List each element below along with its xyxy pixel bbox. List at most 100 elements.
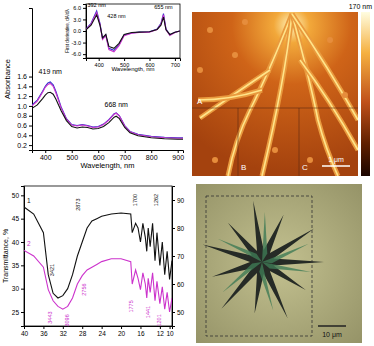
tick-mark xyxy=(150,58,151,61)
tick: 50 xyxy=(172,309,185,316)
y-axis-title: Transmittance, % xyxy=(2,229,9,283)
annotation: 3443 xyxy=(47,311,53,323)
afm-particle xyxy=(307,157,313,163)
tick-label: 28 xyxy=(79,330,87,337)
annotation: 2756 xyxy=(81,283,87,295)
axis-line xyxy=(33,151,184,154)
tick-mark xyxy=(83,8,86,9)
tick-label: 0.0 xyxy=(73,28,81,34)
tick: 0.8 xyxy=(17,112,32,119)
tick-mark xyxy=(21,219,24,220)
tick-label: 400 xyxy=(40,154,52,161)
annotation: 2873 xyxy=(75,199,81,211)
tick-label: 1.4 xyxy=(17,83,27,90)
series-line xyxy=(86,12,180,51)
tick-label: 25 xyxy=(12,309,20,316)
tick-mark xyxy=(43,326,44,329)
tick: 40 xyxy=(12,239,24,246)
tick: 45 xyxy=(12,215,24,222)
annotation: 655 nm xyxy=(154,4,173,10)
axis-line xyxy=(21,187,25,327)
chart: 400500600700-6.0-3.00.03.06.0Wavelength,… xyxy=(65,0,184,76)
tick-mark xyxy=(172,312,175,313)
tick-mark xyxy=(121,326,122,329)
afm-section-line xyxy=(238,108,239,176)
tick-label: 16 xyxy=(137,330,145,337)
tick-mark xyxy=(29,106,32,107)
crystal-facet xyxy=(262,262,311,272)
annotation: 1775 xyxy=(128,300,134,312)
tick: 36 xyxy=(40,326,48,337)
chart: 4036322824201612102530354045505060708090… xyxy=(2,186,185,337)
afm-particle xyxy=(342,92,348,98)
tick-label: 600 xyxy=(93,154,105,161)
afm-ridge-core xyxy=(300,60,358,150)
afm-ridge-core xyxy=(292,14,338,176)
tick: 16 xyxy=(137,326,145,337)
afm-particle xyxy=(197,67,203,73)
crystal-facet xyxy=(262,244,309,263)
afm-label: B xyxy=(241,163,246,172)
figure: 4005006007008009000.20.40.60.81.01.21.41… xyxy=(0,0,374,346)
tick-mark xyxy=(170,326,171,329)
tick-label: 0.8 xyxy=(17,112,27,119)
tick-mark xyxy=(29,126,32,127)
tick-mark xyxy=(21,242,24,243)
tick-mark xyxy=(140,326,141,329)
tick: 1.6 xyxy=(17,73,32,80)
tick: 24 xyxy=(99,326,107,337)
tick-mark xyxy=(72,150,73,153)
tick-mark xyxy=(82,326,83,329)
tick-label: 6.0 xyxy=(73,5,81,11)
scale-bar-label: 10 μm xyxy=(322,331,342,339)
annotation: 419 nm xyxy=(39,68,63,75)
tick: -3.0 xyxy=(72,40,86,46)
crystal xyxy=(203,201,324,319)
afm-ridge xyxy=(262,14,292,176)
annotation: 428 nm xyxy=(107,13,126,19)
tick: 70 xyxy=(172,253,185,260)
plot-area xyxy=(24,207,172,312)
tick-mark xyxy=(29,135,32,136)
annotation: 1700 xyxy=(132,194,138,206)
afm-ridge-core xyxy=(200,70,270,118)
tick-mark xyxy=(98,150,99,153)
axis-line xyxy=(173,187,176,327)
tick-mark xyxy=(21,265,24,266)
series-line xyxy=(32,82,183,138)
tick: 10 xyxy=(166,326,174,337)
tick: 80 xyxy=(172,225,185,232)
plot-area xyxy=(32,82,183,139)
tick-label: 36 xyxy=(40,330,48,337)
tick-label: 3.0 xyxy=(73,17,81,23)
afm-ridge-core xyxy=(292,14,358,120)
tick-mark xyxy=(172,284,175,285)
afm-ridge xyxy=(198,90,262,100)
series-label: 2 xyxy=(27,240,31,247)
tick-label: 40 xyxy=(12,239,20,246)
tick: 40 xyxy=(21,326,29,337)
tick: 400 xyxy=(95,58,104,68)
afm-branches xyxy=(192,14,358,176)
tick: 500 xyxy=(66,150,78,161)
annotation: 668 nm xyxy=(105,101,129,108)
tick-label: 1.2 xyxy=(17,93,27,100)
afm-particle xyxy=(212,157,218,163)
afm-ridge xyxy=(300,60,358,150)
tick: 20 xyxy=(118,326,126,337)
tick-label: 0.2 xyxy=(17,142,27,149)
tick: 35 xyxy=(12,262,24,269)
tick-mark xyxy=(172,228,175,229)
tick-label: 400 xyxy=(95,62,104,68)
x-axis: 403632282420161210 xyxy=(21,326,174,337)
tick-mark xyxy=(83,19,86,20)
tick: 28 xyxy=(79,326,87,337)
annotation: 1441 xyxy=(145,306,151,318)
tick-label: 900 xyxy=(172,154,184,161)
afm-ridge-core xyxy=(262,14,292,176)
crystal-facet xyxy=(218,239,262,262)
tick: 400 xyxy=(40,150,52,161)
tick-label: 12 xyxy=(157,330,165,337)
tick-mark xyxy=(29,77,32,78)
annotation: 1201 xyxy=(156,314,162,326)
